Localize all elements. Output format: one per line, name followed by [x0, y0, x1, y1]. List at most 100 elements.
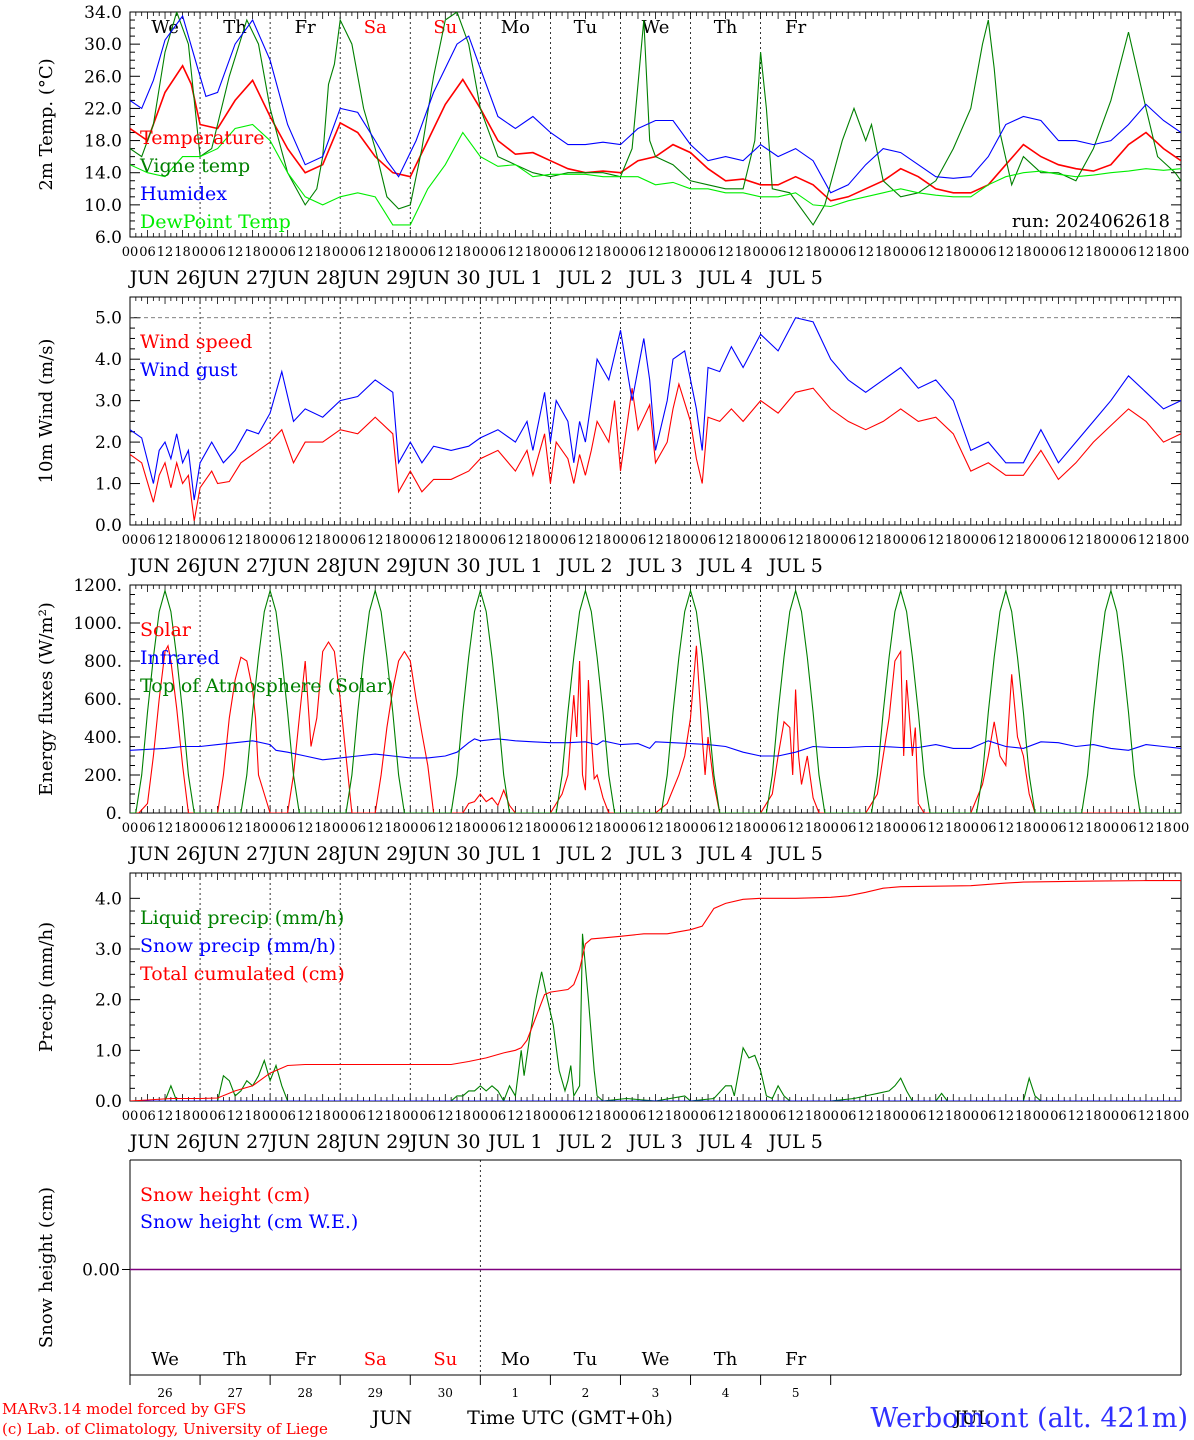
hour-tick-label: 18	[314, 821, 331, 836]
day-date-label: JUL 4	[696, 1131, 752, 1153]
y-tick-label: 14.0	[84, 164, 122, 184]
legend-entry: Liquid precip (mm/h)	[140, 907, 344, 929]
legend-entry: Humidex	[140, 183, 227, 205]
hour-tick-label: 12	[157, 1109, 174, 1124]
series-line-liquid-precip-mm-h	[130, 933, 1181, 1101]
hour-tick-label: 12	[1068, 245, 1085, 260]
hour-tick-label: 12	[717, 821, 734, 836]
chart-panel-1: 00 06 12 18 00 06 12 18 00 06 12 18 00 06 12 18 00 06 12 18…	[36, 3, 1189, 289]
y-tick-label: 4.0	[95, 350, 122, 370]
hour-tick-label: 12	[927, 533, 944, 548]
hour-tick-label: 18	[595, 533, 612, 548]
hour-tick-label: 18	[314, 245, 331, 260]
day-number-label: 2	[582, 1386, 590, 1400]
hour-tick-label: 12	[157, 533, 174, 548]
hour-tick-label: 00	[542, 1109, 559, 1124]
hour-tick-label: 12	[717, 533, 734, 548]
y-tick-label: 18.0	[84, 132, 122, 152]
hour-tick-label: 12	[927, 821, 944, 836]
hour-tick-label: 12	[437, 821, 454, 836]
hour-tick-label: 18	[174, 533, 191, 548]
hour-tick-label: 06	[910, 245, 927, 260]
hour-tick-label: 12	[227, 821, 244, 836]
hour-tick-label: 00	[1173, 821, 1190, 836]
hour-tick-label: 18	[875, 245, 892, 260]
hour-tick-label: 12	[1068, 533, 1085, 548]
hour-tick-label: 18	[314, 1109, 331, 1124]
y-tick-label: 800.	[84, 652, 122, 672]
hour-tick-label: 00	[1173, 533, 1190, 548]
hour-tick-label: 12	[787, 821, 804, 836]
day-date-label: JUN 26	[128, 555, 200, 577]
hour-tick-label: 00	[122, 533, 139, 548]
series-line-humidex	[130, 14, 1181, 194]
hour-tick-label: 00	[752, 245, 769, 260]
day-date-label: JUL 5	[766, 843, 822, 865]
legend-entry: Wind speed	[140, 331, 252, 353]
hour-tick-label: 12	[787, 1109, 804, 1124]
credit-line-1: MARv3.14 model forced by GFS	[2, 1400, 246, 1418]
y-tick-label: 1.0	[95, 1041, 122, 1061]
y-tick-label: 0.00	[82, 1261, 120, 1281]
hour-tick-label: 18	[244, 245, 261, 260]
weekday-label: Su	[433, 1349, 457, 1370]
y-tick-label: 5.0	[95, 309, 122, 329]
day-date-label: JUL 3	[626, 1131, 682, 1153]
day-date-label: JUN 28	[268, 1131, 340, 1153]
chart-panel-4: 00 06 12 18 00 06 12 18 00 06 12 18 00 06 12 18 00 06 12 18…	[36, 872, 1189, 1153]
hour-tick-label: 06	[910, 533, 927, 548]
hour-tick-label: 06	[560, 245, 577, 260]
hour-tick-label: 00	[402, 1109, 419, 1124]
hour-tick-label: 12	[367, 533, 384, 548]
hour-tick-label: 12	[787, 245, 804, 260]
hour-tick-label: 06	[560, 533, 577, 548]
hour-tick-label: 06	[910, 1109, 927, 1124]
weekday-label: Tu	[574, 1349, 598, 1370]
hour-tick-label: 18	[455, 1109, 472, 1124]
hour-tick-label: 06	[1120, 1109, 1137, 1124]
hour-tick-label: 00	[122, 1109, 139, 1124]
day-date-label: JUN 28	[268, 843, 340, 865]
y-tick-label: 22.0	[84, 99, 122, 119]
hour-tick-label: 12	[367, 821, 384, 836]
hour-tick-label: 00	[1033, 533, 1050, 548]
hour-tick-label: 00	[402, 245, 419, 260]
hour-tick-label: 00	[822, 533, 839, 548]
hour-tick-label: 12	[857, 821, 874, 836]
hour-tick-label: 12	[157, 245, 174, 260]
hour-tick-label: 18	[665, 1109, 682, 1124]
hour-tick-label: 06	[1050, 533, 1067, 548]
hour-tick-label: 12	[297, 533, 314, 548]
y-tick-label: 2.0	[95, 433, 122, 453]
hour-tick-label: 18	[1085, 245, 1102, 260]
hour-tick-label: 00	[1033, 821, 1050, 836]
hour-tick-label: 18	[244, 1109, 261, 1124]
day-date-label: JUN 29	[338, 267, 410, 289]
day-date-label: JUN 30	[408, 555, 480, 577]
day-number-label: 26	[157, 1386, 172, 1400]
run-annotation: run: 2024062618	[1012, 211, 1170, 232]
hour-tick-label: 18	[735, 821, 752, 836]
hour-tick-label: 18	[455, 245, 472, 260]
hour-tick-label: 06	[139, 245, 156, 260]
hour-tick-label: 18	[455, 533, 472, 548]
hour-tick-label: 18	[1155, 1109, 1172, 1124]
hour-tick-label: 12	[1138, 245, 1155, 260]
hour-tick-label: 18	[1015, 821, 1032, 836]
hour-tick-label: 06	[209, 821, 226, 836]
hour-tick-label: 06	[770, 821, 787, 836]
hour-tick-label: 12	[998, 1109, 1015, 1124]
hour-tick-label: 12	[437, 533, 454, 548]
hour-tick-label: 12	[1138, 533, 1155, 548]
hour-tick-label: 18	[945, 245, 962, 260]
hour-tick-label: 00	[892, 533, 909, 548]
hour-tick-label: 06	[139, 533, 156, 548]
hour-tick-label: 06	[980, 245, 997, 260]
hour-tick-label: 18	[805, 245, 822, 260]
hour-tick-label: 00	[682, 533, 699, 548]
hour-tick-label: 12	[787, 533, 804, 548]
hour-tick-label: 00	[542, 821, 559, 836]
y-tick-label: 26.0	[84, 67, 122, 87]
day-date-label: JUN 29	[338, 843, 410, 865]
y-tick-label: 30.0	[84, 35, 122, 55]
